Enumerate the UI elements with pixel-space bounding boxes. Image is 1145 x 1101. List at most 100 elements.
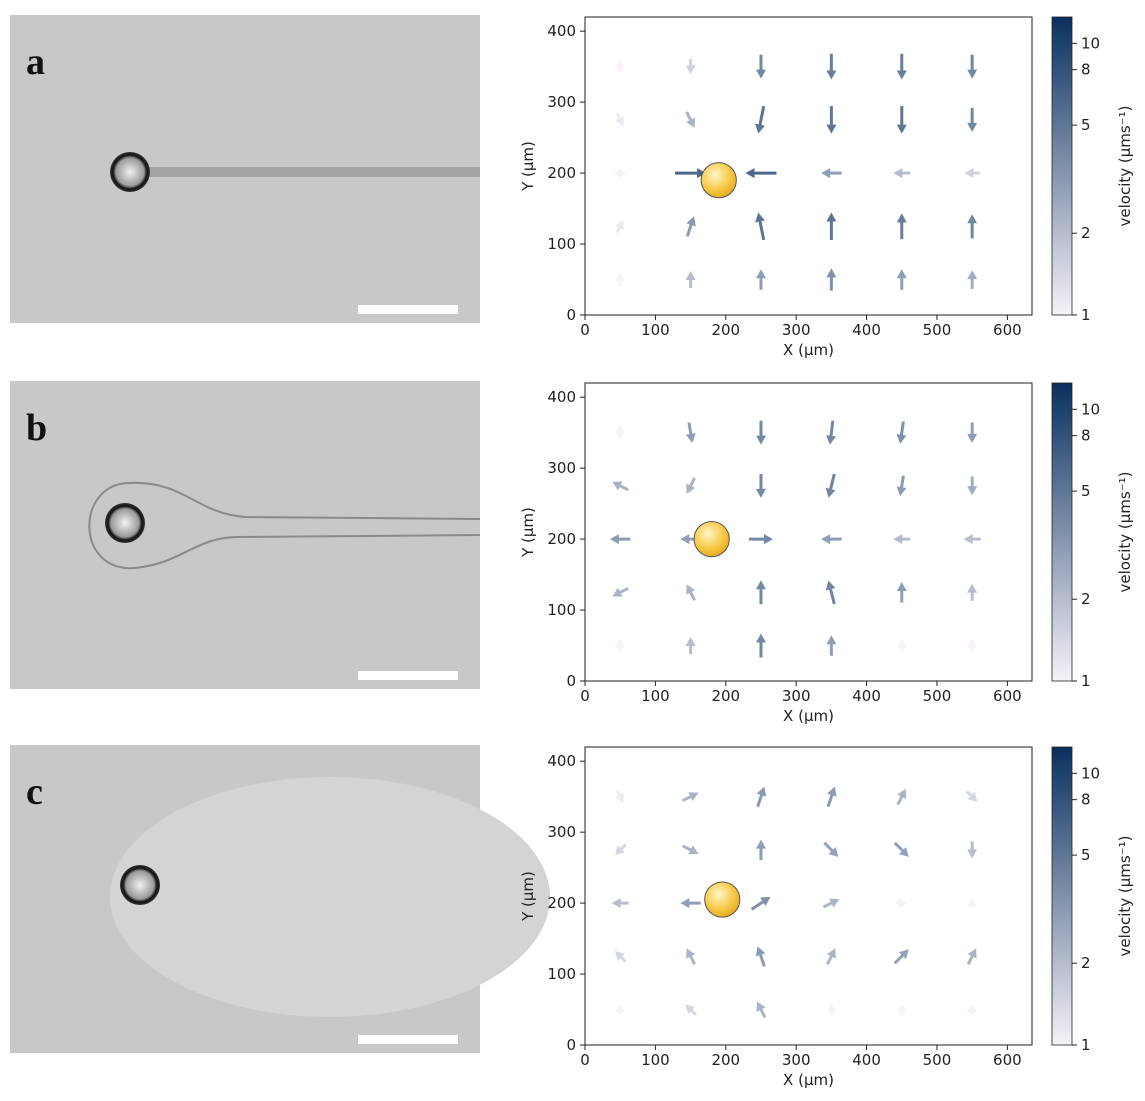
velocity-arrow: [893, 949, 909, 965]
arrow-head: [967, 948, 977, 959]
arrow-head: [898, 949, 909, 960]
arrow-head: [680, 534, 690, 545]
arrow-head: [745, 168, 755, 179]
arrow-head: [614, 115, 624, 127]
velocity-arrow: [681, 844, 699, 855]
arrow-head: [896, 213, 907, 223]
arrow-head: [755, 435, 766, 445]
arrow-head: [896, 434, 907, 444]
colorbar-tick-label: 2: [1081, 954, 1091, 972]
y-tick-label: 400: [547, 22, 576, 40]
velocity-arrow: [896, 1003, 907, 1016]
velocity-arrow: [823, 841, 839, 857]
velocity-arrow: [967, 476, 978, 496]
arrow-head: [967, 792, 978, 802]
colorbar-tick-label: 1: [1081, 1036, 1091, 1054]
velocity-arrow: [615, 638, 626, 653]
velocity-arrow: [748, 534, 773, 545]
streak: [130, 167, 480, 177]
x-tick-label: 0: [580, 1051, 590, 1069]
y-tick-label: 0: [566, 1036, 576, 1054]
y-tick-label: 400: [547, 388, 576, 406]
x-tick-label: 0: [580, 321, 590, 339]
arrow-head: [967, 433, 978, 443]
colorbar-tick-label: 5: [1081, 116, 1091, 134]
x-tick-label: 100: [641, 321, 670, 339]
y-axis-label: Y (µm): [519, 871, 537, 922]
y-tick-label: 200: [547, 164, 576, 182]
velocity-arrow: [967, 270, 978, 289]
arrow-head: [763, 534, 773, 545]
velocity-arrow: [967, 638, 978, 653]
y-tick-label: 200: [547, 530, 576, 548]
colorbar-tick-label: 10: [1081, 764, 1100, 782]
arrow-head: [755, 633, 766, 643]
arrow-head: [827, 786, 837, 797]
y-tick-label: 100: [547, 601, 576, 619]
arrow-head: [967, 638, 978, 648]
velocity-arrow: [613, 168, 627, 179]
velocity-arrow: [745, 168, 777, 179]
arrow-head: [896, 486, 907, 497]
arrow-head: [756, 786, 767, 797]
arrow-head: [612, 481, 623, 491]
arrow-head: [685, 433, 696, 443]
velocity-arrow: [967, 583, 978, 601]
arrow-head: [826, 1002, 837, 1012]
x-axis-label: X (µm): [783, 341, 834, 359]
arrow-head: [896, 582, 907, 592]
arrow-head: [897, 788, 907, 799]
y-axis-label: Y (µm): [519, 507, 537, 558]
arrow-head: [896, 70, 907, 80]
velocity-arrow: [755, 839, 766, 861]
arrow-head: [829, 898, 840, 908]
arrow-head: [896, 1003, 907, 1013]
arrow-head: [893, 168, 903, 179]
arrow-head: [688, 792, 699, 802]
velocity-arrow: [612, 481, 629, 492]
velocity-arrow: [685, 216, 696, 237]
particle: [704, 881, 741, 918]
velocity-arrow: [967, 214, 978, 239]
velocity-arrow: [755, 212, 766, 241]
velocity-arrow: [896, 788, 907, 806]
velocity-arrow: [826, 1002, 837, 1017]
arrow-head: [697, 168, 707, 179]
velocity-arrow: [826, 948, 836, 965]
colorbar-tick-label: 2: [1081, 590, 1091, 608]
x-axis-label: X (µm): [783, 707, 834, 725]
arrow-head: [755, 123, 765, 134]
arrow-head: [826, 212, 837, 222]
velocity-arrow: [615, 272, 626, 287]
velocity-arrow: [755, 580, 766, 605]
velocity-arrow: [614, 843, 627, 856]
velocity-arrow: [826, 106, 837, 134]
velocity-arrow: [611, 898, 629, 909]
arrow-head: [685, 1004, 696, 1015]
velocity-arrow: [896, 213, 907, 240]
arrow-head: [893, 534, 903, 545]
y-tick-label: 100: [547, 235, 576, 253]
velocity-arrow: [896, 421, 907, 444]
arrow-head: [612, 587, 623, 597]
x-tick-label: 100: [641, 687, 670, 705]
arrow-head: [614, 220, 624, 231]
arrow-head: [755, 269, 766, 279]
arrow-head: [615, 64, 626, 74]
velocity-arrow: [614, 220, 624, 234]
arrow-head: [755, 580, 766, 590]
x-tick-label: 0: [580, 687, 590, 705]
arrow-head: [686, 584, 696, 595]
drop-outline: [88, 481, 481, 570]
particle: [700, 162, 737, 199]
y-axis-label: Y (µm): [519, 141, 537, 192]
velocity-arrow: [755, 473, 766, 498]
x-tick-label: 500: [923, 321, 952, 339]
x-tick-label: 600: [993, 321, 1022, 339]
arrow-head: [615, 1003, 626, 1013]
velocity-arrow: [755, 633, 766, 658]
plot-area: [584, 16, 1033, 316]
velocity-arrow: [896, 475, 907, 497]
arrow-head: [967, 270, 978, 280]
arrow-head: [967, 1003, 978, 1013]
